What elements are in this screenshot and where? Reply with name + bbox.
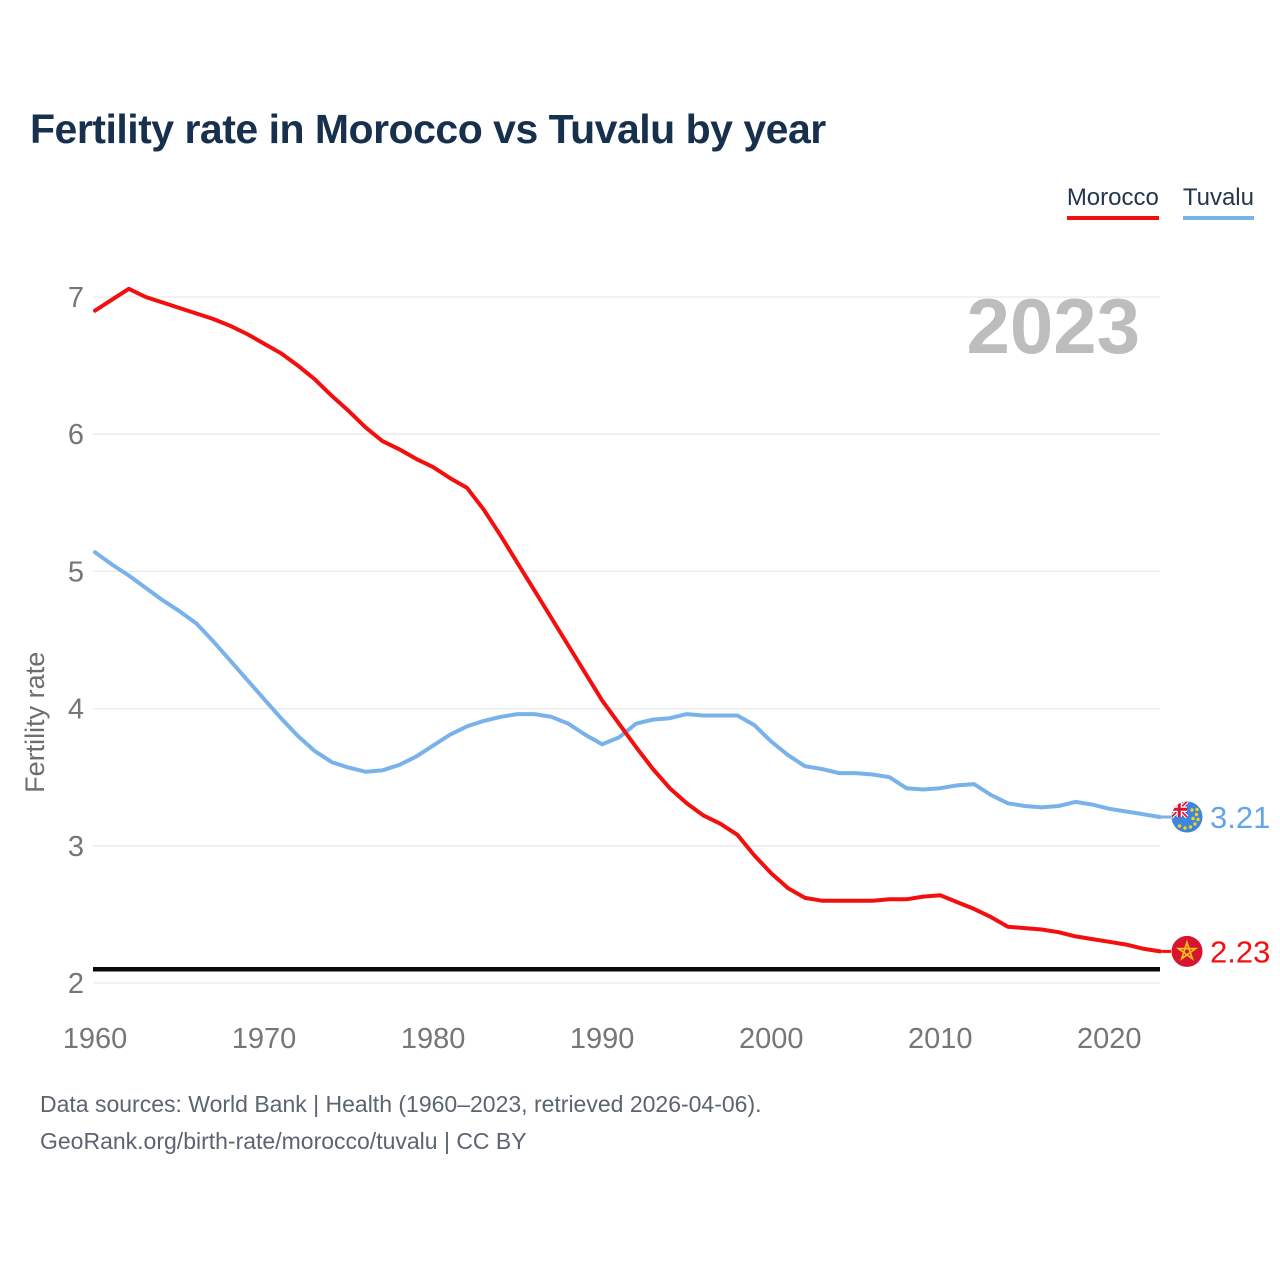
morocco-flag-icon (1171, 935, 1203, 967)
y-tick-label: 6 (68, 419, 84, 451)
y-tick-label: 3 (68, 831, 84, 863)
footer-sources: Data sources: World Bank | Health (1960–… (40, 1091, 762, 1117)
tuvalu-end-value: 3.21 (1210, 800, 1270, 835)
y-tick-label: 5 (68, 556, 84, 588)
page-title: Fertility rate in Morocco vs Tuvalu by y… (30, 106, 826, 152)
y-tick-label: 2 (68, 968, 84, 1000)
watermark-year: 2023 (966, 282, 1140, 370)
fertility-chart[interactable]: 2023 2 3 4 5 6 7 1960 1970 1980 1990 2000 2010 2020 Fe… (0, 240, 1280, 1070)
morocco-end-value: 2.23 (1210, 934, 1270, 969)
tuvalu-star (1193, 822, 1197, 826)
x-tick-label: 1960 (63, 1023, 128, 1055)
y-tick-label: 4 (68, 694, 84, 726)
y-axis-title: Fertility rate (20, 652, 50, 793)
legend: Morocco Tuvalu (1066, 184, 1254, 220)
tuvalu-star (1196, 817, 1200, 822)
x-tick-label: 2020 (1077, 1023, 1142, 1055)
tuvalu-union-jack (1171, 801, 1189, 819)
x-tick-label: 1990 (570, 1023, 635, 1055)
tuvalu-star (1183, 826, 1187, 830)
y-tick-label: 7 (68, 282, 84, 314)
morocco-line (93, 286, 1162, 954)
footer-link: GeoRank.org/birth-rate/morocco/tuvalu | … (40, 1128, 527, 1154)
legend-item-morocco[interactable]: Morocco (1066, 184, 1159, 220)
tuvalu-star (1188, 825, 1193, 829)
morocco-end-marker: 2.23 (1171, 934, 1270, 969)
tuvalu-star (1195, 807, 1199, 812)
tuvalu-line (93, 550, 1162, 819)
footer: Data sources: World Bank | Health (1960–… (40, 1086, 762, 1160)
x-tick-label: 1980 (401, 1023, 466, 1055)
x-tick-label: 1970 (232, 1023, 297, 1055)
tuvalu-star (1194, 812, 1199, 817)
morocco-star (1175, 939, 1199, 961)
x-tick-label: 2010 (908, 1023, 973, 1055)
tuvalu-star (1177, 824, 1182, 828)
tuvalu-star (1191, 816, 1195, 821)
tuvalu-end-marker: 3.21 (1171, 800, 1270, 835)
x-tick-label: 2000 (739, 1023, 804, 1055)
tuvalu-star (1190, 808, 1194, 812)
legend-item-tuvalu[interactable]: Tuvalu (1182, 184, 1254, 220)
